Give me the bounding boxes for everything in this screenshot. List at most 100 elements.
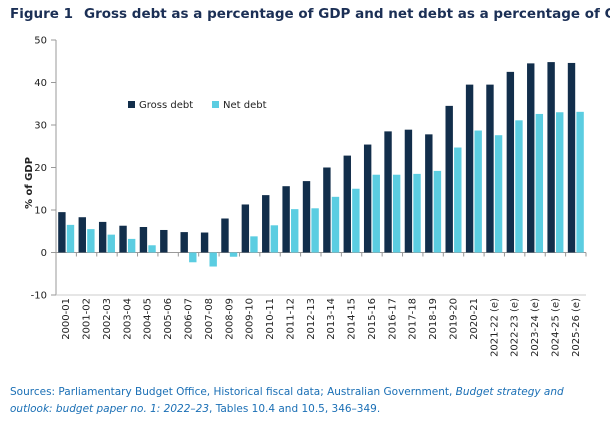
legend-label-gross-debt: Gross debt (139, 100, 193, 111)
x-tick-label: 2009-10 (245, 298, 256, 340)
net-debt-bar-2016-17 (392, 174, 401, 253)
x-tick-label: 2007-08 (204, 298, 215, 340)
x-tick-label: 2022-23 (e) (510, 298, 521, 357)
gross-debt-bar-2017-18 (404, 129, 413, 253)
x-tick-label: 2013-14 (326, 298, 337, 340)
net-debt-bar-2025-26e (576, 111, 584, 253)
x-tick-label: 2012-13 (306, 298, 317, 340)
net-debt-bar-2013-14 (331, 196, 340, 253)
y-tick-label: 0 (41, 248, 47, 259)
x-tick-label: 2004-05 (143, 298, 154, 340)
gross-debt-bar-2024-25e (547, 62, 555, 253)
gross-debt-bar-2003-04 (119, 225, 127, 253)
net-debt-bar-2007-08 (209, 252, 217, 267)
net-debt-bar-2010-11 (270, 225, 279, 253)
gross-debt-bar-2015-16 (363, 144, 372, 253)
x-tick-label: 2000-01 (61, 298, 72, 340)
x-tick-label: 2019-20 (449, 298, 460, 340)
x-tick-label: 2002-03 (102, 298, 113, 340)
net-debt-bar-2020-21 (474, 130, 482, 253)
gross-debt-bar-2014-15 (343, 155, 351, 253)
y-tick-label: -10 (31, 291, 47, 302)
gross-debt-bar-2021-22e (486, 84, 494, 253)
figure-title: Gross debt as a percentage of GDP and ne… (84, 6, 610, 22)
net-debt-bar-2012-13 (311, 208, 319, 253)
net-debt-bar-2004-05 (148, 245, 156, 253)
x-tick-label: 2014-15 (347, 298, 358, 340)
gross-debt-bar-2023-24e (527, 63, 535, 253)
gross-debt-bar-2020-21 (465, 84, 474, 253)
y-axis-label: % of GDP (24, 157, 35, 209)
legend-swatch-net-debt (212, 101, 219, 108)
bars (58, 62, 584, 267)
net-debt-bar-2003-04 (127, 238, 136, 253)
net-debt-bar-2002-03 (107, 234, 115, 253)
x-tick-label: 2016-17 (387, 298, 398, 340)
x-tick-label: 2021-22 (e) (489, 298, 500, 357)
net-debt-bar-2019-20 (454, 147, 462, 253)
gross-debt-bar-2022-23e (506, 71, 515, 253)
legend-label-net-debt: Net debt (223, 100, 267, 111)
gross-debt-bar-2004-05 (139, 227, 148, 253)
x-tick-label: 2015-16 (367, 298, 378, 340)
gross-debt-bar-2012-13 (302, 181, 311, 253)
x-tick-label: 2011-12 (285, 298, 296, 340)
x-tick-label: 2023-24 (e) (530, 298, 541, 357)
source-suffix: , Tables 10.4 and 10.5, 346–349. (209, 403, 381, 415)
gross-debt-bar-2007-08 (200, 232, 209, 253)
source-note: Sources: Parliamentary Budget Office, Hi… (10, 384, 595, 418)
x-tick-label: 2005-06 (163, 298, 174, 340)
x-tick-label: 2017-18 (408, 298, 419, 340)
gross-debt-bar-2018-19 (425, 134, 433, 253)
figure-number: Figure 1 (10, 6, 74, 22)
debt-bar-chart: -10 0 10 20 30 40 50 2000-01 2001-02 2002-03 2003… (24, 36, 587, 357)
net-debt-bar-2009-10 (250, 236, 258, 253)
gross-debt-bar-2009-10 (241, 204, 250, 253)
gross-debt-bar-2019-20 (445, 105, 453, 253)
y-tick-label: 10 (34, 206, 47, 217)
net-debt-bar-2015-16 (372, 174, 380, 253)
legend: Gross debt Net debt (128, 100, 267, 111)
x-tick-label: 2006-07 (184, 298, 195, 340)
gross-debt-bar-2025-26e (567, 62, 576, 253)
net-debt-bar-2011-12 (291, 209, 299, 253)
x-tick-label: 2024-25 (e) (550, 298, 561, 357)
net-debt-bar-2014-15 (352, 188, 360, 253)
gross-debt-bar-2016-17 (384, 131, 392, 253)
net-debt-bar-2022-23e (515, 120, 523, 253)
net-debt-bar-2001-02 (87, 229, 95, 253)
x-tick-label: 2001-02 (82, 298, 93, 340)
x-tick-label: 2018-19 (428, 298, 439, 340)
gross-debt-bar-2001-02 (78, 217, 86, 253)
y-tick-label: 20 (34, 163, 47, 174)
net-debt-bar-2021-22e (494, 135, 503, 253)
gross-debt-bar-2011-12 (282, 186, 290, 253)
x-tick-label: 2010-11 (265, 298, 276, 340)
gross-debt-bar-2010-11 (262, 195, 270, 253)
net-debt-bar-2006-07 (189, 252, 197, 263)
net-debt-bar-2017-18 (413, 173, 421, 253)
source-prefix: Sources: Parliamentary Budget Office, Hi… (10, 386, 456, 398)
x-tick-label: 2008-09 (224, 298, 235, 340)
net-debt-bar-2024-25e (556, 112, 564, 253)
net-debt-bar-2000-01 (66, 224, 75, 253)
x-tick-label: 2025-26 (e) (571, 298, 582, 357)
net-debt-bar-2008-09 (229, 252, 238, 257)
gross-debt-bar-2000-01 (58, 212, 66, 253)
y-tick-label: 50 (34, 36, 47, 47)
x-tick-labels: 2000-01 2001-02 2002-03 2003-04 2004-05 2005-… (61, 298, 582, 357)
gross-debt-bar-2006-07 (180, 232, 188, 253)
y-tick-label: 30 (34, 121, 47, 132)
legend-swatch-gross-debt (128, 101, 135, 108)
x-tick-label: 2003-04 (122, 298, 133, 340)
net-debt-bar-2018-19 (433, 170, 442, 253)
figure-heading: Figure 1 Gross debt as a percentage of GD… (10, 6, 610, 22)
net-debt-bar-2023-24e (535, 113, 544, 253)
source-publication: Budget strategy and outlook: budget pape… (10, 386, 564, 415)
y-tick-label: 40 (34, 78, 47, 89)
gross-debt-bar-2005-06 (160, 229, 168, 253)
x-tick-label: 2020-21 (469, 298, 480, 340)
gross-debt-bar-2002-03 (98, 221, 107, 253)
axes: -10 0 10 20 30 40 50 (31, 36, 587, 302)
gross-debt-bar-2008-09 (221, 218, 229, 253)
